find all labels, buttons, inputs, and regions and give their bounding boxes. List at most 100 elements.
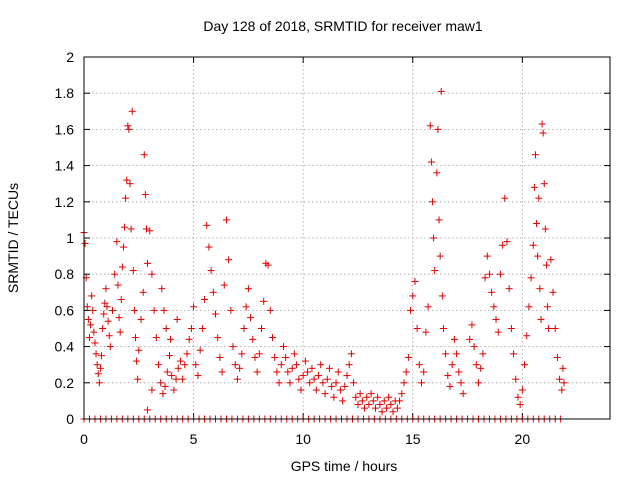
data-point [293, 361, 301, 369]
data-point [218, 368, 226, 376]
data-point [102, 285, 110, 293]
data-point [542, 261, 550, 269]
data-point [310, 375, 318, 383]
data-point [521, 361, 529, 369]
data-point [85, 334, 93, 342]
data-point [301, 357, 309, 365]
data-point [512, 375, 520, 383]
data-point [268, 334, 276, 342]
data-point [538, 120, 546, 128]
data-point [101, 299, 109, 307]
data-point [516, 401, 524, 409]
data-point [336, 386, 344, 394]
data-point [527, 274, 535, 282]
data-point [161, 382, 169, 390]
y-tick-label: 0.2 [55, 375, 75, 391]
data-point [183, 350, 191, 358]
data-point [167, 335, 175, 343]
data-point [198, 325, 206, 332]
data-point [350, 379, 358, 387]
data-point [435, 216, 443, 224]
data-point [319, 379, 327, 387]
data-point [201, 296, 209, 304]
y-tick-label: 2 [66, 49, 74, 65]
data-point [140, 151, 148, 159]
data-point [93, 361, 101, 369]
data-point [499, 241, 507, 249]
data-point [299, 372, 307, 380]
data-point [205, 243, 213, 251]
data-point [172, 375, 180, 383]
data-point [124, 122, 132, 130]
data-point [389, 408, 397, 416]
data-point [165, 352, 173, 360]
data-point [242, 303, 250, 311]
data-point [477, 364, 485, 372]
data-point [560, 379, 568, 387]
y-tick-label: 0 [66, 411, 74, 427]
data-point [549, 288, 557, 296]
data-point [325, 364, 333, 372]
data-point [91, 339, 99, 347]
data-point [148, 386, 156, 394]
y-tick-label: 1.8 [55, 85, 75, 101]
data-point [187, 325, 195, 332]
data-point [173, 315, 181, 323]
data-point [430, 234, 438, 242]
data-point [249, 335, 257, 343]
data-point [332, 379, 340, 387]
data-point [295, 375, 303, 383]
data-point [354, 401, 362, 409]
data-point [376, 401, 384, 409]
data-point [347, 350, 355, 358]
data-point [488, 288, 496, 296]
data-point [481, 274, 489, 282]
data-point [475, 379, 482, 387]
data-point [317, 361, 325, 369]
data-point [227, 306, 235, 314]
data-point [424, 303, 432, 311]
data-point [468, 321, 476, 329]
data-point [247, 314, 255, 322]
data-point [365, 401, 373, 409]
data-point [146, 227, 154, 235]
data-point [279, 343, 287, 351]
data-point [258, 325, 266, 332]
data-point [284, 368, 292, 376]
data-point [96, 364, 104, 372]
data-point [505, 285, 513, 293]
data-point [212, 310, 219, 318]
data-point [251, 353, 259, 361]
data-point [407, 306, 415, 314]
data-point [133, 357, 141, 365]
y-tick-label: 0.8 [55, 266, 75, 282]
x-tick-label: 15 [405, 431, 421, 447]
data-point [398, 390, 406, 398]
data-point [450, 335, 458, 343]
y-tick-label: 1.6 [55, 121, 75, 137]
data-point [434, 125, 442, 133]
data-point [422, 328, 430, 336]
data-point [304, 368, 312, 376]
data-point [104, 317, 112, 325]
data-point [134, 375, 142, 383]
y-tick-label: 1 [66, 230, 74, 246]
data-point [393, 404, 401, 412]
data-point [119, 243, 127, 251]
data-point [459, 390, 467, 398]
data-point [558, 386, 566, 394]
data-point [297, 386, 305, 394]
data-point [523, 332, 531, 340]
data-point [492, 315, 500, 323]
data-point [545, 325, 553, 332]
data-point [455, 368, 463, 376]
data-point [426, 122, 434, 130]
data-point [108, 306, 116, 314]
data-point [264, 261, 272, 269]
data-point [185, 335, 193, 343]
data-point [472, 361, 480, 369]
data-point [361, 404, 369, 412]
data-point [437, 87, 445, 95]
data-point [231, 361, 239, 369]
data-point [148, 270, 156, 278]
